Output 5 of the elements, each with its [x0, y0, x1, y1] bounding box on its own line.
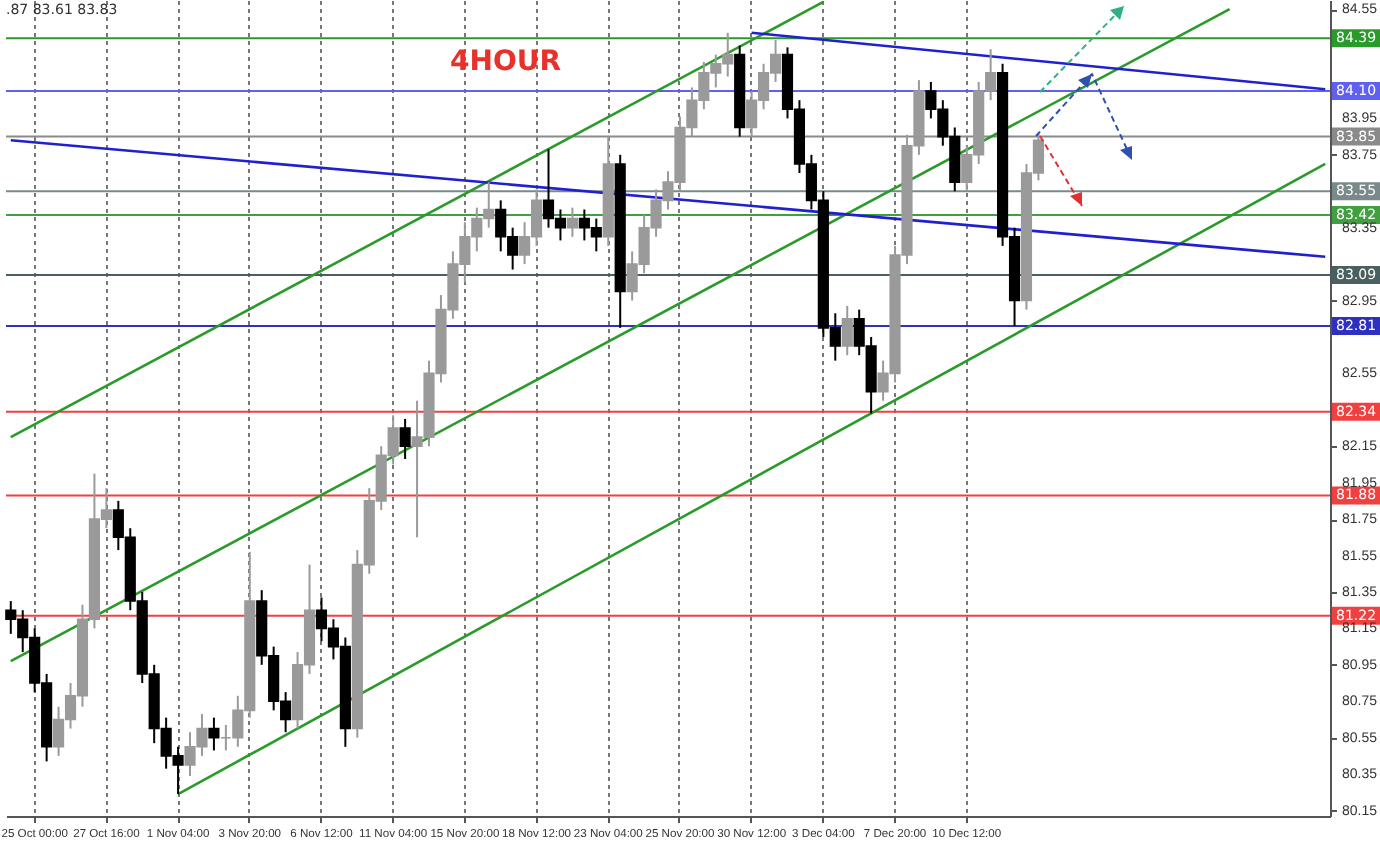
candlestick	[841, 305, 853, 357]
candlestick	[399, 417, 411, 460]
candlestick	[208, 716, 220, 752]
candlestick	[566, 206, 578, 238]
text: 4HOUR	[450, 46, 562, 78]
